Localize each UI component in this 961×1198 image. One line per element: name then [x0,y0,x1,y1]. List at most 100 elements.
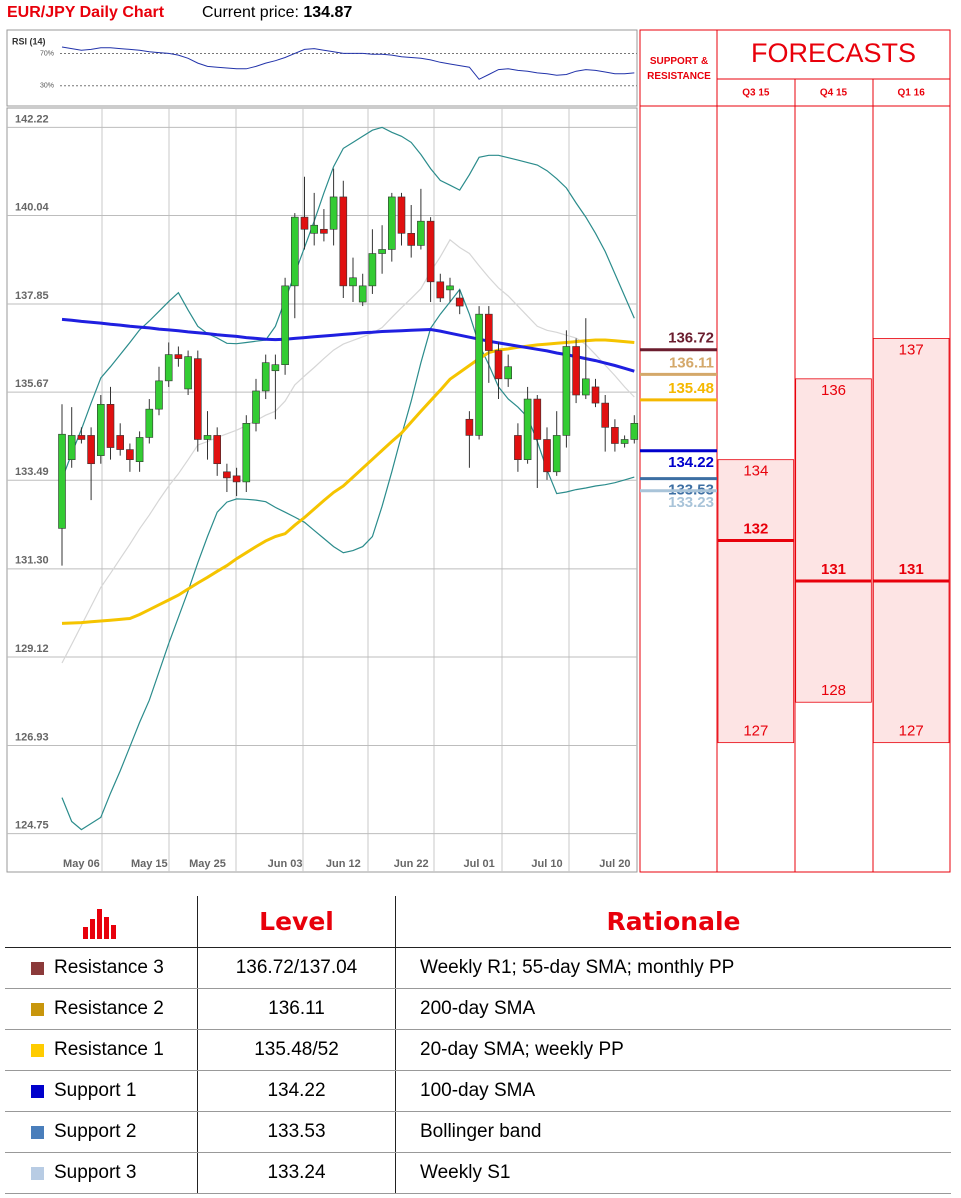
candle-body [533,398,542,440]
level-value: 136.72/137.04 [197,948,395,988]
level-name: Resistance 2 [54,998,164,1019]
plot-frame [6,107,638,873]
candle-body [329,196,338,230]
candle-body [106,404,115,448]
forecast-low-label: 127 [743,723,768,740]
table-row: Support 1 134.22 100-day SMA [5,1071,951,1112]
name-cell: Resistance 2 [5,989,197,1029]
y-tick-label: 129.12 [15,643,49,655]
rsi-frame [6,29,638,107]
level-value: 135.48/52 [197,1030,395,1070]
quarter-label: Q3 15 [742,88,770,99]
x-tick-label: Jul 01 [464,858,495,870]
table-row: Resistance 1 135.48/52 20-day SMA; weekly … [5,1030,951,1071]
candle-body [281,285,289,365]
color-swatch [31,1166,44,1180]
candle-body [436,281,445,299]
x-tick-label: May 25 [189,858,226,870]
name-cell: Support 3 [5,1153,197,1193]
icon-cell [5,896,197,947]
rsi-line [61,46,635,80]
table-header: Level Rationale [5,896,951,948]
y-tick-label: 135.67 [15,378,49,390]
candle-body [504,366,513,380]
y-tick-label: 137.85 [15,290,49,302]
level-label: 136.11 [669,354,714,371]
candle-body [581,378,590,396]
level-name: Support 1 [54,1080,137,1101]
forecast-high-label: 136 [821,382,846,399]
x-tick-label: Jun 22 [394,858,429,870]
level-name: Resistance 1 [54,1039,164,1060]
price-label: Current price: [202,4,299,21]
candle-body [591,386,600,404]
col-header: Rationale [395,896,951,947]
chart-title: EUR/JPY Daily Chart [7,4,165,21]
candle-body [601,402,610,428]
level-label: 134.22 [668,454,714,471]
candle-body [242,423,251,483]
candle-body [620,439,629,444]
name-cell: Support 2 [5,1112,197,1152]
x-tick-label: Jun 03 [268,858,303,870]
level-value: 133.24 [197,1153,395,1193]
candle-body [155,380,163,410]
candle-body [562,346,571,436]
rationale: 200-day SMA [395,989,951,1029]
overlay-line [61,238,635,664]
rationale: Weekly S1 [395,1153,951,1193]
levels-table: Level Rationale Resistance 3 136.72/137.0… [5,896,951,1194]
candle-body [87,435,95,465]
forecast-low-label: 128 [821,682,846,699]
candle-body [523,398,532,460]
candle-body [514,435,522,460]
level-label: 136.72 [668,330,714,347]
rationale: Bollinger band [395,1112,951,1152]
color-swatch [31,1125,44,1139]
candle-body [145,408,154,438]
candle-body [611,427,619,444]
candle-body [58,433,66,529]
x-tick-label: Jul 10 [531,858,562,870]
level-name: Support 2 [54,1121,137,1142]
color-swatch [31,1002,44,1016]
candle-body [484,313,493,351]
candle-body [77,435,86,440]
candle-body [320,228,328,234]
candle-body [261,362,270,392]
candle-body [455,297,464,307]
y-tick-label: 140.04 [15,201,50,213]
table-row: Support 2 133.53 Bollinger band [5,1112,951,1153]
candle-body [426,220,435,283]
candle-body [417,220,425,246]
overlay-line [61,126,635,480]
candle-body [494,350,503,380]
color-swatch [31,1084,44,1098]
color-swatch [31,1043,44,1057]
candle-body [174,354,183,359]
candle-body [572,346,580,396]
x-tick-label: Jul 20 [599,858,630,870]
candle-body [97,404,105,456]
candle-body [397,196,406,234]
rationale: 100-day SMA [395,1071,951,1111]
candle-body [465,418,474,436]
forecast-mid-label: 131 [899,561,924,578]
candle-body [213,435,221,465]
chart: 142.22 140.04 137.85 135.67 133.49 131.30 129.… [6,29,951,873]
forecast-high-label: 137 [899,341,924,358]
candle-body [475,313,483,436]
candle-body [164,354,173,382]
candle-body [67,435,76,460]
y-tick-label: 142.22 [15,113,49,125]
overlay-line [61,338,635,625]
price-block: Current price: 134.87 [202,4,352,22]
level-value: 133.53 [197,1112,395,1152]
candle-body [184,356,192,390]
vertical-dividers [101,108,570,872]
candle-body [310,224,319,234]
candle-body [290,216,299,287]
candle-body [552,435,561,473]
name-cell: Resistance 3 [5,948,197,988]
